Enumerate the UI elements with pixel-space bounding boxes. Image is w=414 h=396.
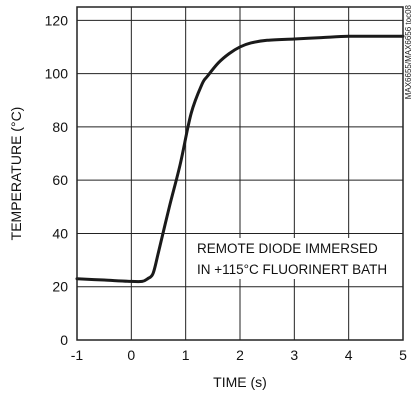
y-tick-label: 20 — [52, 279, 68, 295]
y-tick-labels: 0 20 40 60 80 100 120 — [45, 12, 69, 348]
x-tick-label: 0 — [127, 347, 135, 363]
y-tick-label: 80 — [52, 119, 68, 135]
series-layer — [75, 34, 405, 284]
x-tick-label: 1 — [182, 347, 190, 363]
y-tick-label: 100 — [45, 66, 69, 82]
y-tick-label: 60 — [52, 172, 68, 188]
y-tick-label: 40 — [52, 225, 68, 241]
plot-frame — [76, 6, 404, 341]
x-tick-label: 3 — [290, 347, 298, 363]
temperature-series-line — [75, 34, 405, 284]
x-tick-label: 5 — [399, 347, 407, 363]
annotation-line-2: IN +115°C FLUORINERT BATH — [197, 262, 387, 277]
x-tick-label: 2 — [236, 347, 244, 363]
y-axis-label: TEMPERATURE (°C) — [8, 107, 24, 241]
y-tick-label: 0 — [60, 332, 68, 348]
chart-id-watermark: MAX6655/MAX6656 toc08 — [404, 4, 413, 99]
grid-lines — [77, 7, 403, 340]
x-tick-label: 4 — [345, 347, 353, 363]
x-tick-labels: -1 0 1 2 3 4 5 — [71, 347, 407, 363]
y-tick-label: 120 — [45, 12, 69, 28]
annotation-line-1: REMOTE DIODE IMMERSED — [197, 241, 378, 256]
annotation-background — [193, 238, 400, 279]
x-tick-label: -1 — [71, 347, 84, 363]
x-axis-label: TIME (s) — [213, 374, 267, 390]
